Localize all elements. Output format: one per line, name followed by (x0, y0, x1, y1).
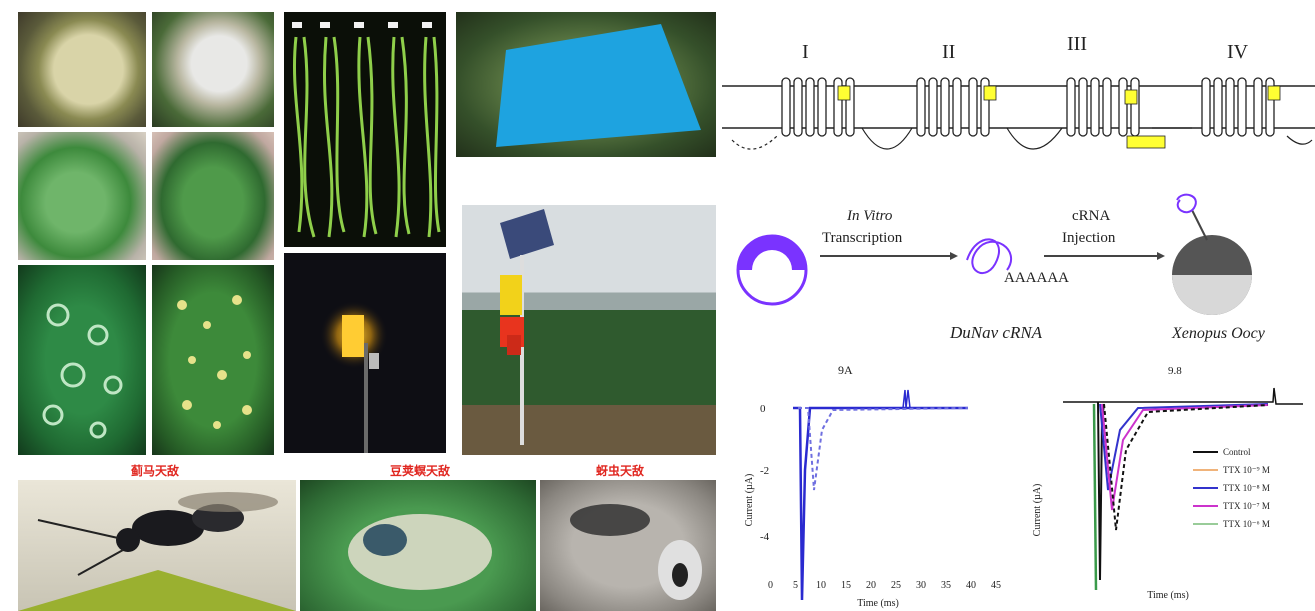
current-trace-chart-right: 9.8 Current (µA) Control TTX 10⁻⁹ M TTX … (1028, 360, 1315, 611)
highlight-linker (1126, 135, 1166, 149)
chart-left-xtick-6: 30 (916, 580, 926, 591)
chart-left-ylabel: Current (µA) (744, 474, 755, 527)
bean-pods-photo (284, 12, 446, 247)
wasp-drawing (18, 492, 296, 611)
pest-label-3: 蚜虫天敌 (595, 464, 644, 478)
chart-right-trace-3 (1103, 403, 1269, 531)
chart-right-baseline (1063, 387, 1303, 405)
pods-drawing (292, 22, 441, 238)
domain-label-3: III (1067, 33, 1087, 55)
domain-label-2: II (942, 41, 955, 63)
ring-spots (42, 303, 123, 439)
plasmid-icon (736, 234, 808, 306)
chart-left-xtick-5: 25 (891, 580, 901, 591)
step2-line2: Injection (1062, 230, 1116, 246)
chart-right-xlabel: Time (ms) (1147, 590, 1189, 601)
cicada-drawing (348, 514, 492, 590)
chart-left-trace-blue (793, 406, 968, 601)
polya-tail: AAAAAA (1004, 270, 1069, 286)
chart-left-xtick-7: 35 (941, 580, 951, 591)
chart-left-xticks: 0 5 10 15 20 25 30 35 40 45 (768, 580, 1001, 591)
chart-right-trace-4 (1092, 403, 1098, 591)
chart-left-ytick-0: 0 (760, 403, 766, 415)
aphid-predator-photo (540, 480, 716, 611)
workflow-panel: In Vitro Transcription AAAAAA cRNA Injec… (722, 190, 1315, 350)
oocyte-label: Xenopus Oocy (1171, 325, 1266, 342)
leaf-ring-spot-photo (18, 265, 146, 455)
chart-left-xtick-9: 45 (991, 580, 1001, 591)
chart-left-ytick-2: -4 (760, 531, 770, 543)
chart-left-xtick-2: 10 (816, 580, 826, 591)
green-leaf-photo-1 (18, 132, 146, 260)
chart-right-trace-1 (1099, 403, 1269, 491)
chart-left-title: 9A (838, 363, 853, 377)
oocyte-icon (1172, 193, 1252, 315)
chart-right-legend: Control TTX 10⁻⁹ M TTX 10⁻⁸ M TTX 10⁻⁷ M… (1193, 447, 1270, 529)
seed-pod-photo-1 (18, 12, 146, 127)
highlight-site-2 (983, 85, 997, 101)
chart-left-ytick-1: -2 (760, 465, 769, 477)
legend-1: TTX 10⁻⁹ M (1223, 465, 1270, 475)
workflow-svg: In Vitro Transcription AAAAAA cRNA Injec… (736, 193, 1266, 342)
chart-right-ylabel: Current (µA) (1032, 484, 1043, 537)
legend-4: TTX 10⁻⁶ M (1223, 519, 1270, 529)
legend-3: TTX 10⁻⁷ M (1223, 501, 1270, 511)
crna-label: DuNav cRNA (949, 323, 1043, 342)
sodium-channel-domain-diagram: I II III IV (722, 30, 1315, 170)
step1-line2: Transcription (822, 230, 903, 246)
current-trace-chart-left: 9A Current (µA) 0 -2 -4 0 5 10 15 20 25 … (738, 360, 1020, 611)
highlight-site-3 (1124, 89, 1138, 105)
green-leaf-photo-2 (152, 132, 274, 260)
chart-left-xtick-0: 0 (768, 580, 773, 591)
chart-left-xtick-3: 15 (841, 580, 851, 591)
leaf-yellow-spot-photo (152, 265, 274, 455)
crna-squiggle-icon (966, 238, 1013, 275)
domain-diagram-svg: I II III IV (722, 33, 1315, 150)
seed-pod-photo-2 (152, 12, 274, 127)
step1-line1: In Vitro (846, 208, 893, 224)
blue-sticky-card-photo (456, 12, 716, 157)
chart-left-xtick-4: 20 (866, 580, 876, 591)
highlight-site-1 (837, 85, 851, 101)
legend-0: Control (1223, 447, 1251, 457)
solar-trap-drawing (500, 209, 554, 445)
chart-right-trace-2 (1101, 403, 1269, 511)
lamp-drawing (320, 301, 388, 453)
solar-trap-photo (462, 205, 716, 455)
chart-left-xtick-1: 5 (793, 580, 798, 591)
blue-card (496, 24, 701, 147)
highlight-site-4 (1267, 85, 1281, 101)
chart-left-trace-dashed (798, 407, 969, 491)
wasp-photo (18, 480, 296, 611)
pest-label-1: 蓟马天敌 (130, 464, 179, 478)
chart-left-svg: 9A Current (µA) 0 -2 -4 0 5 10 15 20 25 … (744, 363, 1001, 609)
pest-label-2: 豆荚螟天敌 (389, 464, 450, 478)
chart-right-svg: 9.8 Current (µA) Control TTX 10⁻⁹ M TTX … (1032, 365, 1303, 601)
night-lamp-photo (284, 253, 446, 453)
aphid-predator-drawing (570, 504, 702, 600)
chart-left-trace-spike (902, 389, 911, 409)
legend-2: TTX 10⁻⁸ M (1223, 483, 1270, 493)
domain-label-1: I (802, 41, 809, 63)
domain-label-4: IV (1227, 41, 1249, 63)
cicada-photo (300, 480, 536, 611)
yellow-spots (177, 295, 252, 429)
chart-left-xtick-8: 40 (966, 580, 976, 591)
chart-right-title: 9.8 (1168, 365, 1182, 377)
step2-line1: cRNA (1072, 208, 1110, 224)
chart-left-xlabel: Time (ms) (857, 598, 899, 609)
